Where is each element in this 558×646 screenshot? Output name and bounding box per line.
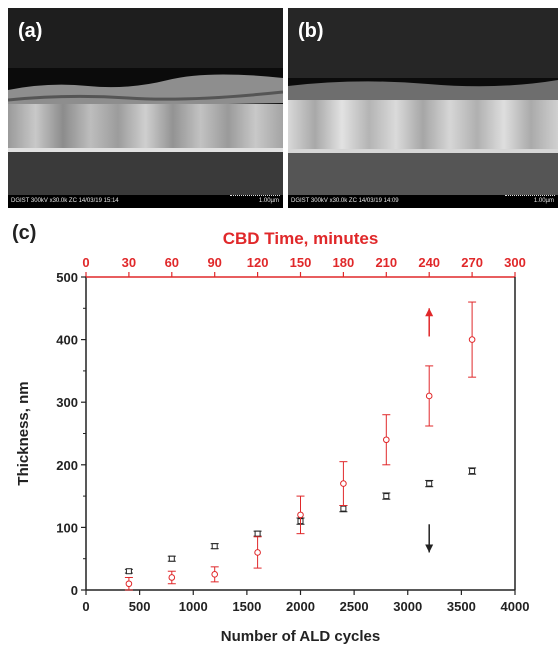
x-tick-label-top: 240 bbox=[418, 255, 440, 270]
x-tick-label-top: 270 bbox=[461, 255, 483, 270]
sem-image-a: (a) DGIST 300kV x30.0k ZC 14/03/19 15:14… bbox=[8, 8, 283, 208]
data-point-circle bbox=[297, 511, 304, 519]
scale-bar-a bbox=[230, 195, 280, 199]
panel-label-c: (c) bbox=[12, 222, 37, 244]
x-tick-label-bottom: 1500 bbox=[232, 599, 261, 614]
data-point-circle bbox=[254, 549, 261, 556]
data-point-square bbox=[469, 468, 476, 475]
data-point-circle bbox=[340, 480, 347, 487]
sem-info-text-a: DGIST 300kV x30.0k ZC 14/03/19 15:14 bbox=[11, 198, 119, 204]
y-tick-label: 100 bbox=[56, 520, 78, 535]
data-point-square bbox=[254, 530, 261, 537]
x-tick-label-top: 120 bbox=[247, 255, 269, 270]
panel-label-b: (b) bbox=[298, 20, 324, 42]
x-tick-label-bottom: 500 bbox=[129, 599, 151, 614]
data-point-square bbox=[340, 505, 347, 512]
data-point-square bbox=[168, 555, 175, 562]
data-point-circle bbox=[125, 580, 133, 588]
sem-info-bar-a: DGIST 300kV x30.0k ZC 14/03/19 15:14 1.0… bbox=[8, 195, 283, 208]
sem-cross-section-b bbox=[288, 8, 558, 195]
x-tick-label-bottom: 0 bbox=[82, 599, 89, 614]
x-tick-label-top: 60 bbox=[165, 255, 179, 270]
data-point-circle bbox=[383, 436, 390, 444]
y-tick-label: 400 bbox=[56, 333, 78, 348]
data-point-square bbox=[383, 493, 390, 500]
x-tick-label-top: 30 bbox=[122, 255, 136, 270]
data-point-square bbox=[211, 543, 218, 550]
x-tick-label-top: 210 bbox=[375, 255, 397, 270]
x-tick-label-bottom: 1000 bbox=[179, 599, 208, 614]
sem-image-b: (b) DGIST 300kV x30.0k ZC 14/03/19 14:09… bbox=[288, 8, 558, 208]
x-tick-label-top: 300 bbox=[504, 255, 526, 270]
x-tick-label-bottom: 3500 bbox=[447, 599, 476, 614]
sem-cross-section-a bbox=[8, 8, 283, 195]
data-point-square bbox=[426, 480, 433, 487]
scale-bar-label-a: 1.00µm bbox=[258, 198, 279, 204]
x-tick-label-bottom: 2500 bbox=[340, 599, 369, 614]
x-tick-label-top: 0 bbox=[82, 255, 89, 270]
y-tick-label: 500 bbox=[56, 270, 78, 285]
y-tick-label: 200 bbox=[56, 458, 78, 473]
data-point-circle bbox=[468, 336, 476, 343]
arrow-head-up bbox=[425, 308, 434, 317]
data-point-circle bbox=[211, 571, 218, 578]
x-tick-label-top: 150 bbox=[290, 255, 312, 270]
y-tick-label: 0 bbox=[71, 583, 78, 598]
arrow-head-down bbox=[425, 544, 434, 553]
data-point-circle bbox=[425, 392, 433, 400]
scale-bar-label-b: 1.00µm bbox=[533, 198, 554, 204]
data-point-square bbox=[125, 568, 132, 575]
x-tick-label-top: 90 bbox=[207, 255, 221, 270]
scale-bar-b bbox=[505, 195, 555, 199]
x-axis-label-bottom: Number of ALD cycles bbox=[221, 628, 381, 645]
sem-info-bar-b: DGIST 300kV x30.0k ZC 14/03/19 14:09 1.0… bbox=[288, 195, 558, 208]
y-axis-label: Thickness, nm bbox=[15, 381, 32, 485]
x-tick-label-bottom: 2000 bbox=[286, 599, 315, 614]
x-axis-label-top: CBD Time, minutes bbox=[223, 229, 379, 248]
x-tick-label-bottom: 3000 bbox=[393, 599, 422, 614]
data-point-circle bbox=[168, 574, 176, 581]
panel-label-a: (a) bbox=[18, 20, 43, 42]
x-tick-label-bottom: 4000 bbox=[501, 599, 530, 614]
x-tick-label-top: 180 bbox=[333, 255, 355, 270]
sem-info-text-b: DGIST 300kV x30.0k ZC 14/03/19 14:09 bbox=[291, 198, 399, 204]
y-tick-label: 300 bbox=[56, 395, 78, 410]
